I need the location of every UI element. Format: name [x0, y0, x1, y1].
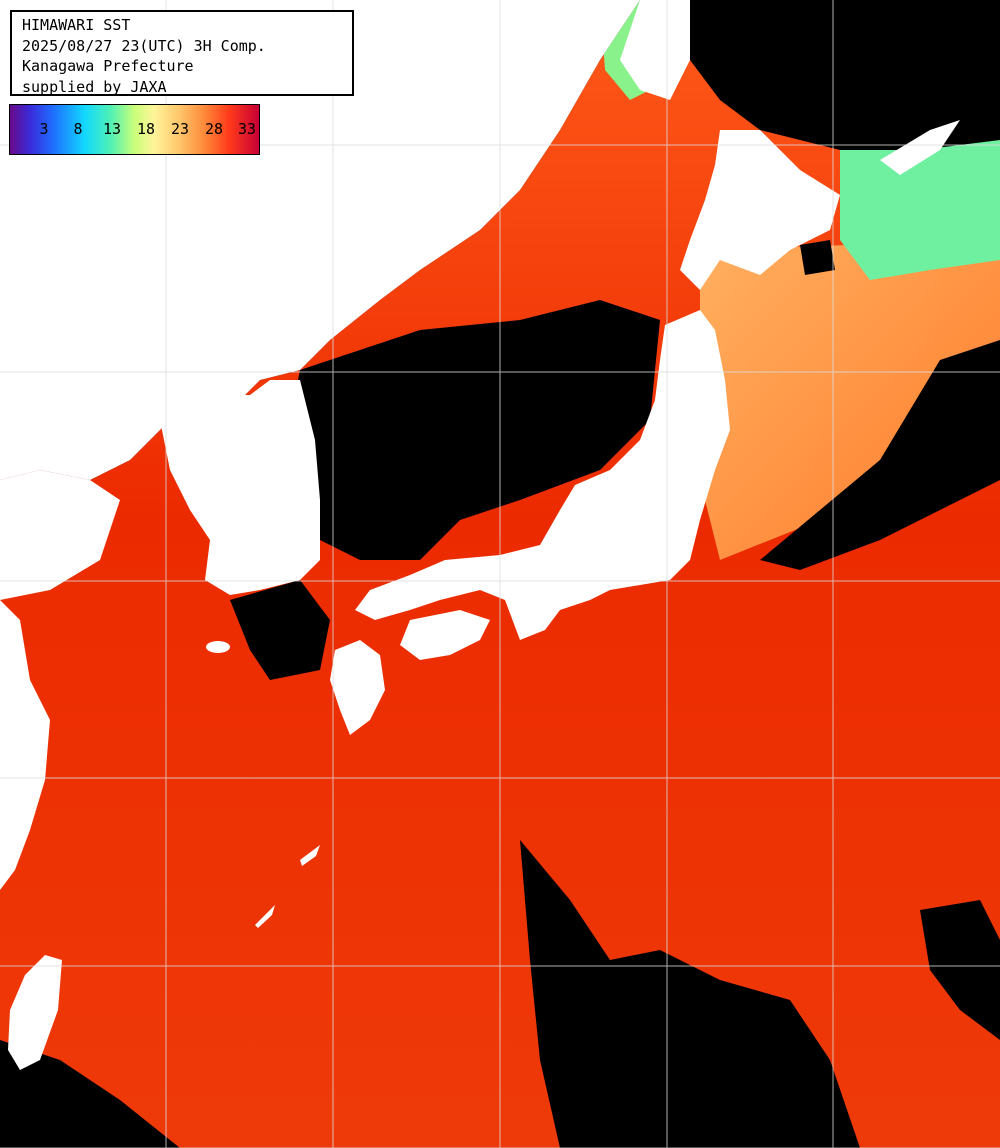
- legend-tick: 33: [237, 120, 257, 138]
- lat-label-40n: 40N: [8, 353, 34, 369]
- land-honshu: [355, 310, 730, 640]
- land-sakhalin: [620, 0, 690, 100]
- land-china-coast: [0, 470, 120, 600]
- cloud-mask-southeast: [920, 900, 1000, 1040]
- title-line-1: HIMAWARI SST: [22, 16, 131, 34]
- land-korea: [160, 380, 320, 595]
- land-ryukyu: [255, 845, 320, 928]
- land-hokkaido: [680, 130, 840, 290]
- title-line-2: 2025/08/27 23(UTC) 3H Comp.: [22, 36, 266, 55]
- cloud-mask-okhotsk-small: [800, 240, 835, 275]
- cool-sea-northeast: [700, 240, 1000, 560]
- cloud-mask-southwest: [0, 1040, 180, 1148]
- cloud-mask-japan-sea: [280, 300, 660, 560]
- legend-tick: 18: [136, 120, 156, 138]
- land-shikoku: [400, 610, 490, 660]
- lat-label-30n: 30N: [8, 760, 34, 776]
- legend-tick: 8: [73, 120, 83, 138]
- legend-tick: 3: [39, 120, 49, 138]
- land-china-east: [0, 600, 50, 890]
- cloud-mask-east: [760, 340, 1000, 570]
- land-kyushu: [330, 640, 385, 735]
- land-jeju: [206, 641, 230, 653]
- legend-tick: 23: [170, 120, 190, 138]
- legend-tick: 28: [204, 120, 224, 138]
- legend-tick: 13: [102, 120, 122, 138]
- title-box: HIMAWARI SST 2025/08/27 23(UTC) 3H Comp.…: [10, 10, 354, 96]
- land-kuril-tip: [880, 120, 960, 175]
- cloud-mask-south: [520, 840, 860, 1148]
- land-taiwan: [8, 955, 62, 1070]
- cold-sea-north: [840, 140, 1000, 280]
- land-small-island: [400, 124, 424, 160]
- title-line-3: Kanagawa Prefecture: [22, 57, 194, 75]
- cloud-mask-korea-strait: [230, 580, 330, 680]
- title-line-4: supplied by JAXA: [22, 77, 167, 96]
- cloud-mask-hokkaido-sea: [680, 0, 1000, 150]
- color-legend: 3 8 13 18 23 28 33: [9, 104, 260, 155]
